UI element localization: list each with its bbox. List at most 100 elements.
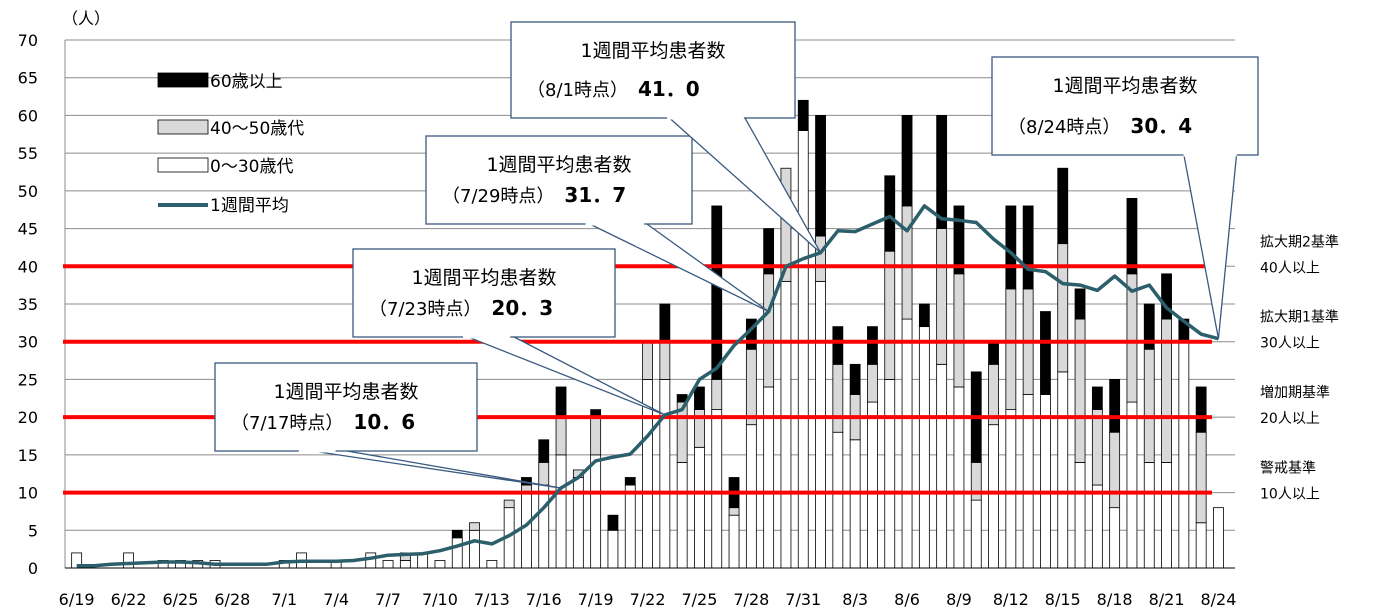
bar-segment-0-30 bbox=[1161, 461, 1172, 569]
bar-segment-0-30 bbox=[1143, 461, 1155, 569]
bar-segment-40-50 bbox=[728, 507, 740, 516]
callout-title: 1週間平均患者数 bbox=[273, 381, 418, 403]
threshold-label: 増加期基準 bbox=[1260, 384, 1330, 401]
callout-pointer bbox=[666, 115, 822, 254]
bar-segment-0-30 bbox=[849, 439, 861, 569]
bar-segment-0-30 bbox=[382, 560, 394, 569]
callout-value: 20．3 bbox=[491, 296, 553, 320]
x-tick-label: 6/22 bbox=[111, 590, 147, 609]
bar-segment-60-plus bbox=[988, 341, 999, 365]
bar-segment-40-50 bbox=[469, 522, 480, 531]
x-tick-label: 7/4 bbox=[323, 590, 349, 609]
bar-segment-60-plus bbox=[1005, 205, 1017, 290]
x-tick-label: 7/13 bbox=[474, 590, 510, 609]
bar-segment-40-50 bbox=[590, 416, 602, 456]
bar-segment-0-30 bbox=[936, 363, 948, 569]
threshold-sublabel: 30人以上 bbox=[1260, 336, 1320, 352]
x-tick-label: 7/10 bbox=[422, 590, 458, 609]
x-tick-label: 7/22 bbox=[630, 590, 666, 609]
x-tick-label: 7/28 bbox=[733, 590, 769, 609]
callout-value: 31．7 bbox=[564, 183, 626, 207]
bar-segment-60-plus bbox=[1143, 303, 1155, 350]
bar-segment-40-50 bbox=[711, 379, 723, 410]
legend-label: 40～50歳代 bbox=[210, 119, 304, 139]
weekly-average-line bbox=[76, 204, 1219, 568]
bar-segment-40-50 bbox=[884, 250, 896, 380]
bar-segment-0-30 bbox=[365, 552, 377, 569]
bar-segment-0-30 bbox=[711, 409, 723, 569]
x-tick-label: 7/31 bbox=[785, 590, 821, 609]
y-tick-label: 25 bbox=[18, 370, 38, 389]
bar-segment-40-50 bbox=[503, 499, 515, 509]
callout-title: 1週間平均患者数 bbox=[411, 267, 556, 289]
bar-segment-60-plus bbox=[936, 115, 948, 229]
legend-label: 1週間平均 bbox=[210, 196, 289, 216]
bar-segment-40-50 bbox=[832, 363, 844, 433]
x-tick-label: 8/18 bbox=[1097, 590, 1133, 609]
bar-segment-0-30 bbox=[918, 326, 930, 569]
bar-segment-0-30 bbox=[1109, 507, 1121, 569]
bar-segment-0-30 bbox=[1178, 341, 1190, 569]
callout-date: （7/23時点） bbox=[369, 299, 481, 320]
callout-date: （7/17時点） bbox=[231, 413, 343, 434]
callout-box bbox=[425, 135, 693, 225]
bar-segment-0-30 bbox=[1091, 484, 1103, 569]
bar-segment-60-plus bbox=[797, 99, 809, 131]
y-tick-label: 60 bbox=[18, 106, 38, 125]
x-tick-label: 8/3 bbox=[842, 590, 868, 609]
x-tick-label: 7/25 bbox=[681, 590, 717, 609]
y-tick-label: 55 bbox=[18, 144, 38, 163]
weekly-average-polyline bbox=[76, 204, 1219, 568]
bar-segment-60-plus bbox=[555, 386, 567, 418]
bar-segment-0-30 bbox=[1005, 409, 1017, 569]
x-tick-label: 6/28 bbox=[214, 590, 250, 609]
legend-swatch bbox=[157, 72, 209, 88]
bar-segment-0-30 bbox=[780, 280, 792, 569]
legend-label: 60歳以上 bbox=[210, 72, 283, 92]
callout-pointer bbox=[1182, 152, 1238, 339]
callout-box bbox=[214, 362, 478, 452]
bar-segment-0-30 bbox=[953, 386, 965, 569]
bar-segment-40-50 bbox=[1057, 243, 1069, 373]
bar-segment-40-50 bbox=[538, 461, 550, 486]
bar-segment-0-30 bbox=[797, 130, 809, 569]
x-tick-label: 8/21 bbox=[1149, 590, 1185, 609]
x-tick-label: 6/19 bbox=[59, 590, 95, 609]
threshold-label: 拡大期1基準 bbox=[1260, 309, 1339, 326]
y-tick-label: 20 bbox=[18, 408, 38, 427]
x-tick-label: 8/6 bbox=[894, 590, 920, 609]
callout-value: 30．4 bbox=[1130, 114, 1192, 138]
threshold-sublabel: 40人以上 bbox=[1260, 260, 1320, 276]
y-tick-label: 45 bbox=[18, 220, 38, 239]
callout-box bbox=[991, 56, 1259, 156]
y-tick-label: 70 bbox=[18, 31, 38, 50]
x-tick-label: 7/1 bbox=[271, 590, 297, 609]
bar-segment-60-plus bbox=[538, 439, 550, 463]
bar-segment-60-plus bbox=[624, 477, 636, 486]
bar-segment-0-30 bbox=[451, 537, 463, 569]
bar-segment-40-50 bbox=[1143, 348, 1155, 463]
bar-segment-40-50 bbox=[745, 348, 757, 426]
callout-title: 1週間平均患者数 bbox=[1052, 75, 1197, 97]
bar-segment-40-50 bbox=[1091, 409, 1103, 486]
x-tick-label: 8/15 bbox=[1045, 590, 1081, 609]
x-tick-label: 7/19 bbox=[578, 590, 614, 609]
y-tick-label: 40 bbox=[18, 257, 38, 276]
bar-segment-0-30 bbox=[763, 386, 775, 569]
threshold-sublabel: 10人以上 bbox=[1260, 487, 1320, 503]
bar-segment-60-plus bbox=[918, 303, 930, 328]
bar-segment-0-30 bbox=[538, 484, 550, 569]
x-tick-label: 8/9 bbox=[946, 590, 972, 609]
bar-segment-0-30 bbox=[469, 529, 480, 569]
bar-segment-0-30 bbox=[676, 461, 688, 569]
x-tick-label: 8/12 bbox=[993, 590, 1029, 609]
y-tick-label: 15 bbox=[18, 446, 38, 465]
callout-date: （7/29時点） bbox=[442, 186, 554, 207]
threshold-sublabel: 20人以上 bbox=[1260, 411, 1320, 427]
bar-segment-40-50 bbox=[1126, 273, 1138, 403]
legend-swatch bbox=[157, 119, 209, 135]
bar-segment-60-plus bbox=[1195, 386, 1207, 433]
y-tick-label: 10 bbox=[18, 484, 38, 503]
legend: 60歳以上 40～50歳代 0～30歳代 1週間平均 bbox=[157, 72, 304, 216]
bar-segment-60-plus bbox=[832, 326, 844, 365]
